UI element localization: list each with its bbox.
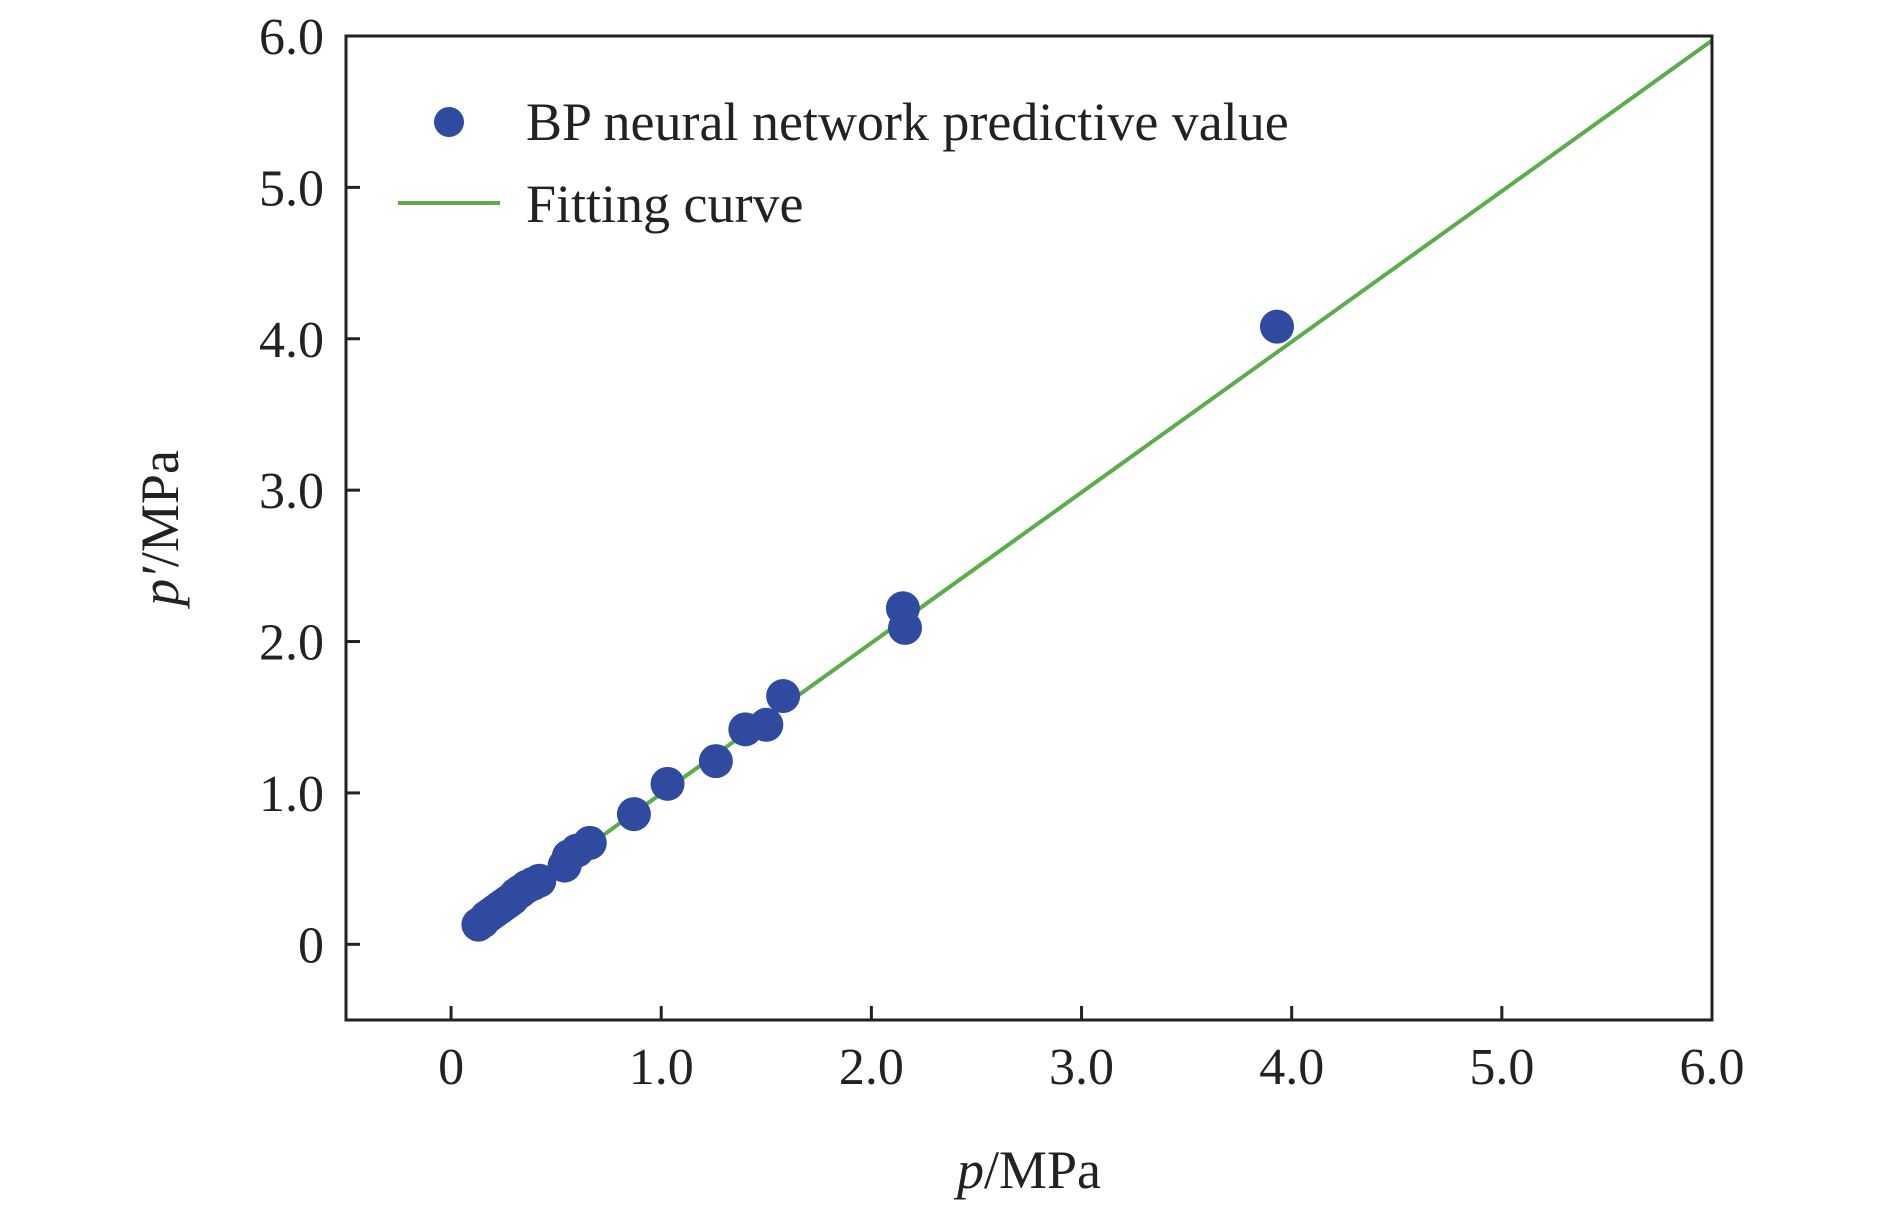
y-tick-label: 4.0 bbox=[259, 312, 324, 369]
y-tick-label: 0 bbox=[298, 917, 324, 974]
y-tick-label: 5.0 bbox=[259, 160, 324, 217]
legend-label-predictive: BP neural network predictive value bbox=[526, 92, 1289, 152]
x-tick-label: 1.0 bbox=[629, 1039, 694, 1096]
legend: BP neural network predictive value Fitti… bbox=[398, 92, 1289, 234]
legend-label-fitting: Fitting curve bbox=[526, 174, 803, 234]
plot-area bbox=[461, 38, 1714, 942]
x-axis-unit: /MPa bbox=[984, 1140, 1101, 1200]
x-tick-label: 6.0 bbox=[1680, 1039, 1745, 1096]
scatter-point bbox=[698, 744, 733, 779]
x-tick-label: 0 bbox=[438, 1039, 464, 1096]
scatter-point bbox=[1259, 309, 1294, 344]
scatter-point bbox=[749, 707, 784, 742]
scatter-point bbox=[616, 797, 651, 832]
axes: 0 1.0 2.0 3.0 4.0 5.0 6.0 0 1.0 2.0 3.0 4.0 5.0 6.0 bbox=[259, 9, 1745, 1096]
x-tick-label: 3.0 bbox=[1049, 1039, 1114, 1096]
scatter-point bbox=[572, 825, 607, 860]
plot-frame bbox=[344, 34, 1714, 1022]
y-axis-unit: /MPa bbox=[130, 450, 190, 567]
scatter-point bbox=[650, 766, 685, 801]
scatter-point bbox=[766, 679, 801, 714]
y-tick-label: 3.0 bbox=[259, 463, 324, 520]
x-tick-label: 4.0 bbox=[1259, 1039, 1324, 1096]
scatter-point bbox=[522, 863, 557, 898]
x-axis-title: p/MPa bbox=[953, 1140, 1101, 1200]
y-axis-var: p′ bbox=[130, 566, 190, 610]
legend-scatter-marker bbox=[434, 107, 464, 137]
x-tick-label: 2.0 bbox=[839, 1039, 904, 1096]
y-tick-label: 1.0 bbox=[259, 766, 324, 823]
fitting-curve-line bbox=[477, 38, 1714, 927]
y-axis-title: p′/MPa bbox=[130, 450, 190, 610]
x-tick-label: 5.0 bbox=[1469, 1039, 1534, 1096]
x-axis-var: p bbox=[953, 1140, 984, 1200]
scatter-point bbox=[888, 610, 923, 645]
y-tick-label: 2.0 bbox=[259, 615, 324, 672]
y-tick-label: 6.0 bbox=[259, 9, 324, 66]
